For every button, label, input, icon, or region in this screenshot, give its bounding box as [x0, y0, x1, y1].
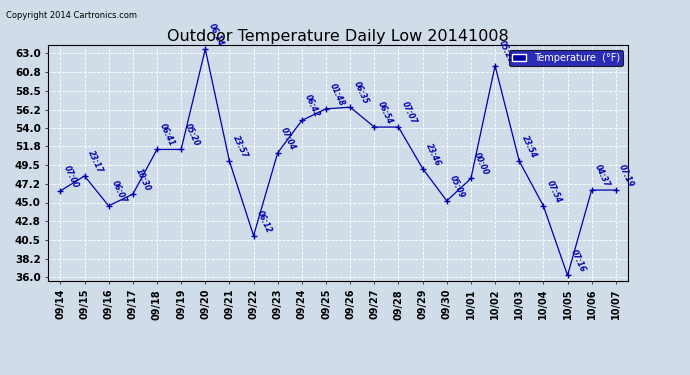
Text: 06:42: 06:42 [304, 93, 322, 119]
Text: 05:09: 05:09 [448, 174, 466, 200]
Text: 00:00: 00:00 [473, 152, 491, 177]
Text: 07:16: 07:16 [569, 249, 587, 274]
Legend: Temperature  (°F): Temperature (°F) [509, 50, 623, 66]
Text: 10:30: 10:30 [135, 167, 152, 193]
Text: 07:04: 07:04 [279, 126, 297, 152]
Text: 07:07: 07:07 [400, 100, 418, 126]
Text: 23:17: 23:17 [86, 149, 104, 175]
Text: 23:46: 23:46 [424, 142, 442, 167]
Text: 05:27: 05:27 [497, 39, 515, 64]
Text: Copyright 2014 Cartronics.com: Copyright 2014 Cartronics.com [6, 11, 137, 20]
Text: 07:54: 07:54 [545, 179, 563, 204]
Text: 06:54: 06:54 [376, 100, 394, 126]
Text: 06:41: 06:41 [159, 123, 177, 148]
Text: 23:57: 23:57 [231, 134, 249, 160]
Text: 07:19: 07:19 [618, 163, 635, 189]
Text: 04:37: 04:37 [593, 163, 611, 189]
Title: Outdoor Temperature Daily Low 20141008: Outdoor Temperature Daily Low 20141008 [167, 29, 509, 44]
Text: 01:48: 01:48 [328, 82, 346, 108]
Text: 06:07: 06:07 [110, 179, 128, 204]
Text: 06:14: 06:14 [207, 22, 225, 48]
Text: 07:00: 07:00 [62, 164, 80, 189]
Text: 05:20: 05:20 [183, 123, 201, 148]
Text: 23:54: 23:54 [521, 134, 539, 160]
Text: 06:12: 06:12 [255, 209, 273, 234]
Text: 06:35: 06:35 [352, 80, 370, 106]
